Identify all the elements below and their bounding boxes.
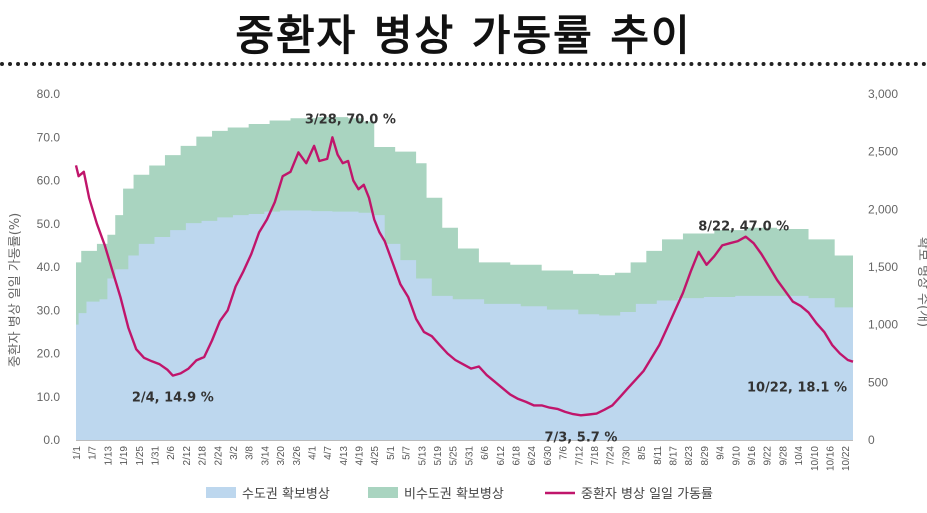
x-tick-label: 7/12 xyxy=(574,446,585,466)
legend-item: 수도권 확보병상 xyxy=(206,487,330,502)
data-annotation: 2/4, 14.9 % xyxy=(132,391,214,406)
left-tick-label: 60.0 xyxy=(37,174,61,188)
x-tick-label: 10/22 xyxy=(841,446,852,471)
left-tick-label: 50.0 xyxy=(37,217,61,231)
left-tick-label: 20.0 xyxy=(37,347,61,361)
x-tick-label: 1/1 xyxy=(72,446,83,460)
right-tick-label: 2,000 xyxy=(868,202,898,216)
right-tick-label: 3,000 xyxy=(868,87,898,101)
x-tick-label: 3/26 xyxy=(292,446,303,466)
left-axis: 0.0 10.0 20.0 30.0 40.0 50.0 60.0 70.0 80.0 xyxy=(37,87,61,447)
x-tick-label: 4/19 xyxy=(355,446,366,466)
x-axis: 1/1 1/7 1/13 1/19 1/25 1/31 2/6 2/12 2/18 2/24 3/2… xyxy=(72,440,853,471)
data-annotation: 7/3, 5.7 % xyxy=(544,430,617,445)
left-tick-label: 40.0 xyxy=(37,260,61,274)
left-tick-label: 30.0 xyxy=(37,303,61,317)
legend-label: 중환자 병상 일일 가동률 xyxy=(581,487,713,502)
legend-label: 수도권 확보병상 xyxy=(242,487,330,502)
x-tick-label: 2/12 xyxy=(182,446,193,466)
legend-swatch xyxy=(368,487,398,498)
x-tick-label: 3/2 xyxy=(229,446,240,460)
left-tick-label: 70.0 xyxy=(37,130,61,144)
legend-item: 비수도권 확보병상 xyxy=(368,487,504,502)
legend-label: 비수도권 확보병상 xyxy=(404,487,504,502)
x-tick-label: 5/1 xyxy=(386,446,397,460)
left-tick-label: 10.0 xyxy=(37,390,61,404)
x-tick-label: 10/16 xyxy=(825,446,836,471)
x-tick-label: 9/22 xyxy=(763,446,774,466)
x-tick-label: 10/10 xyxy=(810,446,821,471)
x-tick-label: 3/14 xyxy=(260,446,271,466)
x-tick-label: 7/24 xyxy=(606,446,617,466)
x-tick-label: 6/6 xyxy=(480,446,491,460)
x-tick-label: 3/20 xyxy=(276,446,287,466)
data-annotation: 3/28, 70.0 % xyxy=(305,112,396,127)
x-tick-label: 1/19 xyxy=(119,446,130,466)
page-title: 중환자 병상 가동률 추이 xyxy=(235,11,692,60)
x-tick-label: 6/30 xyxy=(543,446,554,466)
x-tick-label: 2/24 xyxy=(213,446,224,466)
area-capital-beds xyxy=(76,210,853,440)
x-tick-label: 1/31 xyxy=(150,446,161,466)
title-divider xyxy=(0,62,927,66)
x-tick-label: 9/4 xyxy=(716,446,727,460)
x-tick-label: 8/5 xyxy=(637,446,648,460)
x-tick-label: 6/18 xyxy=(512,446,523,466)
left-tick-label: 80.0 xyxy=(37,87,61,101)
x-tick-label: 10/4 xyxy=(794,446,805,466)
x-tick-label: 5/31 xyxy=(464,446,475,466)
data-annotation: 8/22, 47.0 % xyxy=(698,220,789,235)
left-tick-label: 0.0 xyxy=(43,433,60,447)
x-tick-label: 7/6 xyxy=(559,446,570,460)
annotation-layer: 2/4, 14.9 % 3/28, 70.0 % 7/3, 5.7 % 8/22, 4… xyxy=(132,112,847,445)
right-tick-label: 0 xyxy=(868,433,875,447)
x-tick-label: 4/7 xyxy=(323,446,334,460)
x-tick-label: 5/13 xyxy=(417,446,428,466)
x-tick-label: 6/24 xyxy=(527,446,538,466)
right-tick-label: 1,500 xyxy=(868,260,898,274)
x-tick-label: 2/18 xyxy=(198,446,209,466)
occupancy-rate-line xyxy=(74,136,854,417)
x-tick-label: 1/7 xyxy=(88,446,99,460)
right-tick-label: 500 xyxy=(868,375,888,389)
data-annotation: 10/22, 18.1 % xyxy=(747,381,847,396)
legend-swatch xyxy=(206,487,236,498)
x-tick-label: 5/7 xyxy=(402,446,413,460)
x-tick-label: 6/12 xyxy=(496,446,507,466)
x-tick-label: 1/13 xyxy=(103,446,114,466)
x-tick-label: 7/30 xyxy=(621,446,632,466)
x-tick-label: 4/13 xyxy=(339,446,350,466)
area-layer xyxy=(76,117,853,441)
legend: 수도권 확보병상 비수도권 확보병상 중환자 병상 일일 가동률 xyxy=(206,487,713,502)
x-tick-label: 2/6 xyxy=(166,446,177,460)
x-tick-label: 4/1 xyxy=(307,446,318,460)
right-axis: 0 500 1,000 1,500 2,000 2,500 3,000 xyxy=(868,87,898,447)
right-tick-label: 1,000 xyxy=(868,318,898,332)
x-tick-label: 8/17 xyxy=(668,446,679,466)
legend-item: 중환자 병상 일일 가동률 xyxy=(545,487,713,502)
x-tick-label: 9/10 xyxy=(731,446,742,466)
x-tick-label: 1/25 xyxy=(135,446,146,466)
right-axis-label: 확보 병상 수(개) xyxy=(915,237,927,327)
left-axis-label: 중환자 병상 일일 가동률(%) xyxy=(8,213,23,368)
x-tick-label: 9/28 xyxy=(778,446,789,466)
x-tick-label: 8/23 xyxy=(684,446,695,466)
x-tick-label: 8/11 xyxy=(653,446,664,465)
x-tick-label: 9/16 xyxy=(747,446,758,466)
line-layer xyxy=(74,136,854,417)
x-tick-label: 5/25 xyxy=(449,446,460,466)
x-tick-label: 4/25 xyxy=(370,446,381,466)
x-tick-label: 8/29 xyxy=(700,446,711,466)
right-tick-label: 2,500 xyxy=(868,145,898,159)
x-tick-label: 5/19 xyxy=(433,446,444,466)
x-tick-label: 7/18 xyxy=(590,446,601,466)
x-tick-label: 3/8 xyxy=(245,446,256,460)
